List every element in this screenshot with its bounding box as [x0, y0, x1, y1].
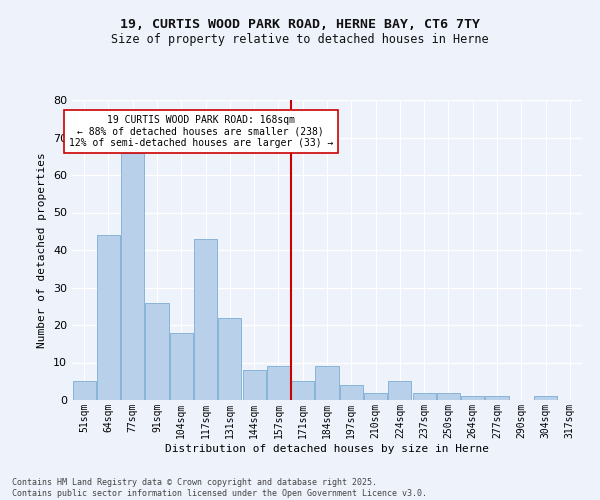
Bar — [145, 302, 169, 400]
Text: 19 CURTIS WOOD PARK ROAD: 168sqm
← 88% of detached houses are smaller (238)
12% : 19 CURTIS WOOD PARK ROAD: 168sqm ← 88% o… — [68, 115, 333, 148]
Text: 19, CURTIS WOOD PARK ROAD, HERNE BAY, CT6 7TY: 19, CURTIS WOOD PARK ROAD, HERNE BAY, CT… — [120, 18, 480, 30]
Bar — [291, 381, 314, 400]
Bar — [121, 152, 144, 400]
Bar — [461, 396, 484, 400]
Bar — [364, 392, 387, 400]
Text: Contains HM Land Registry data © Crown copyright and database right 2025.
Contai: Contains HM Land Registry data © Crown c… — [12, 478, 427, 498]
Text: Size of property relative to detached houses in Herne: Size of property relative to detached ho… — [111, 32, 489, 46]
Bar — [316, 366, 338, 400]
Bar — [340, 385, 363, 400]
Bar — [73, 381, 95, 400]
Bar — [170, 332, 193, 400]
Bar — [97, 235, 120, 400]
Bar — [413, 392, 436, 400]
X-axis label: Distribution of detached houses by size in Herne: Distribution of detached houses by size … — [165, 444, 489, 454]
Bar — [437, 392, 460, 400]
Bar — [194, 239, 217, 400]
Y-axis label: Number of detached properties: Number of detached properties — [37, 152, 47, 348]
Bar — [218, 318, 241, 400]
Bar — [534, 396, 557, 400]
Bar — [242, 370, 266, 400]
Bar — [388, 381, 412, 400]
Bar — [485, 396, 509, 400]
Bar — [267, 366, 290, 400]
